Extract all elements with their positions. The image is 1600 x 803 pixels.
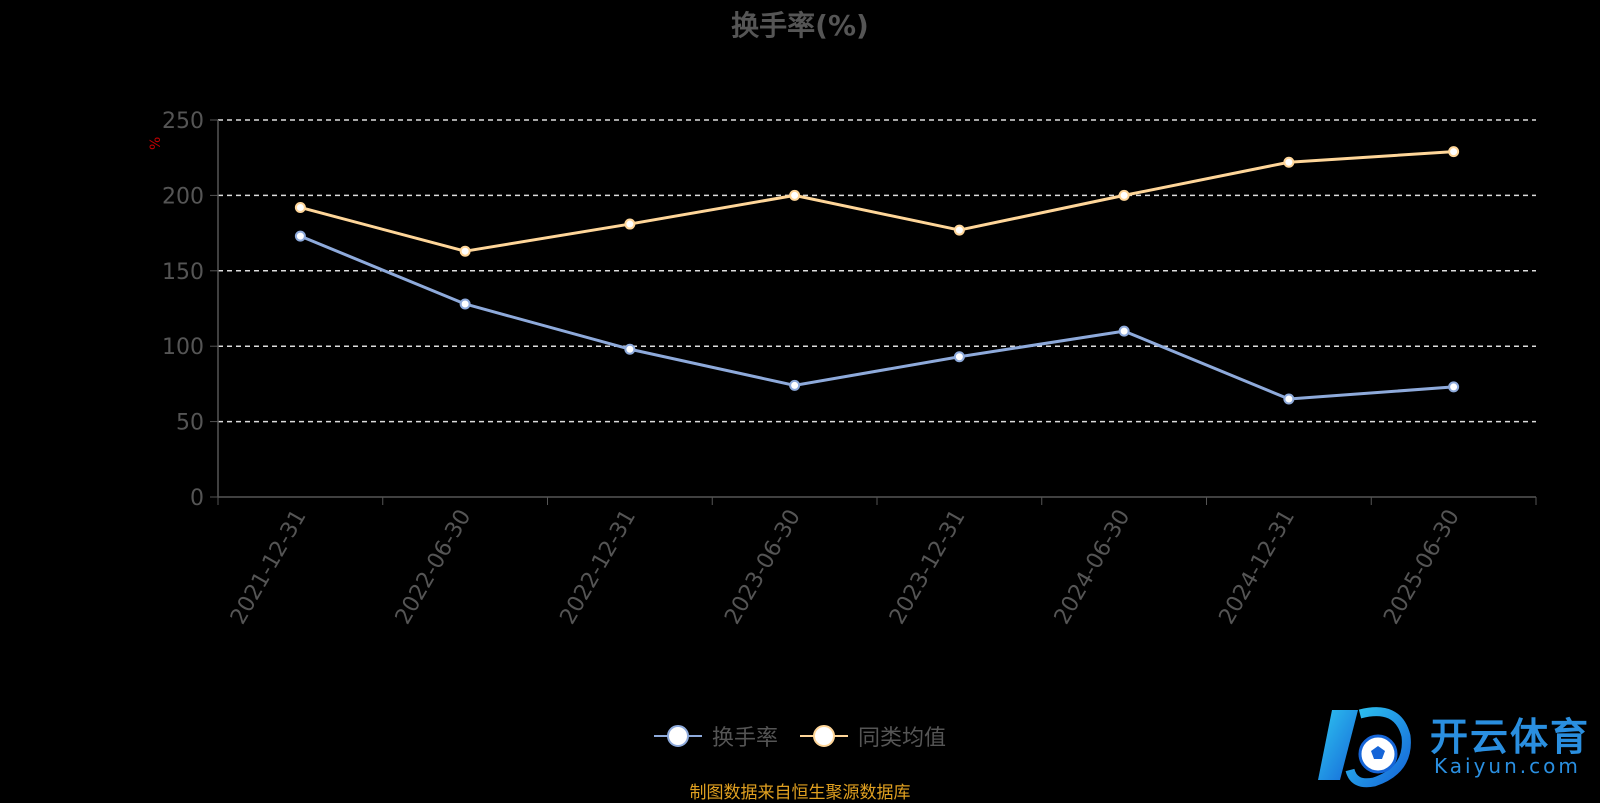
x-tick-label: 2024-12-31 (1214, 506, 1300, 629)
legend-swatch-turnover (653, 724, 702, 748)
data-point-0 (1118, 325, 1130, 337)
y-tick-label: 100 (162, 335, 204, 360)
x-tick-label: 2022-06-30 (391, 506, 477, 629)
data-point-1 (1448, 146, 1460, 158)
data-point-1 (789, 189, 801, 201)
y-tick-label: 150 (162, 260, 204, 285)
x-tick-label: 2023-06-30 (720, 506, 806, 629)
data-point-1 (294, 201, 306, 213)
x-tick-label: 2024-06-30 (1050, 506, 1136, 629)
data-point-1 (459, 245, 471, 257)
y-tick-label: 50 (176, 411, 204, 436)
series-line-1 (299, 150, 1454, 253)
legend-label-peer-average: 同类均值 (858, 726, 947, 751)
y-tick-label: 250 (162, 109, 204, 134)
chart-title: 换手率(%) (731, 9, 869, 42)
data-point-0 (294, 230, 306, 242)
x-tick-label: 2025-06-30 (1379, 506, 1465, 629)
data-point-0 (1448, 381, 1460, 393)
data-point-1 (953, 224, 965, 236)
y-tick-label: 200 (162, 184, 204, 209)
logo-brand-name: 开云体育 (1430, 715, 1591, 759)
y-tick-label: 0 (190, 486, 204, 511)
brand-logo: 开云体育 Kaiyun.com (1310, 700, 1600, 790)
series-line-0 (299, 234, 1454, 401)
legend: 换手率 同类均值 (0, 720, 1600, 752)
logo-domain: Kaiyun.com (1434, 754, 1581, 778)
x-tick-label: 2021-12-31 (226, 506, 312, 629)
legend-item-turnover[interactable]: 换手率 (653, 720, 778, 752)
data-point-0 (624, 343, 636, 355)
data-point-1 (1283, 156, 1295, 168)
x-tick-label: 2022-12-31 (555, 506, 641, 629)
data-point-0 (953, 351, 965, 363)
legend-item-peer-average[interactable]: 同类均值 (800, 720, 946, 752)
data-point-1 (1118, 189, 1130, 201)
logo-mark-icon (1318, 707, 1411, 788)
data-source-note: 制图数据来自恒生聚源数据库 (689, 783, 911, 803)
data-point-0 (1283, 393, 1295, 405)
data-point-1 (624, 218, 636, 230)
line-chart: 0 50 100 150 200 250 2021-12-31 2022-06-30 2022-… (162, 109, 1537, 629)
x-tick-label: 2023-12-31 (885, 506, 971, 629)
legend-swatch-peer-average (800, 724, 848, 748)
data-point-0 (789, 379, 801, 391)
legend-label-turnover: 换手率 (711, 726, 778, 751)
data-point-0 (459, 298, 471, 310)
